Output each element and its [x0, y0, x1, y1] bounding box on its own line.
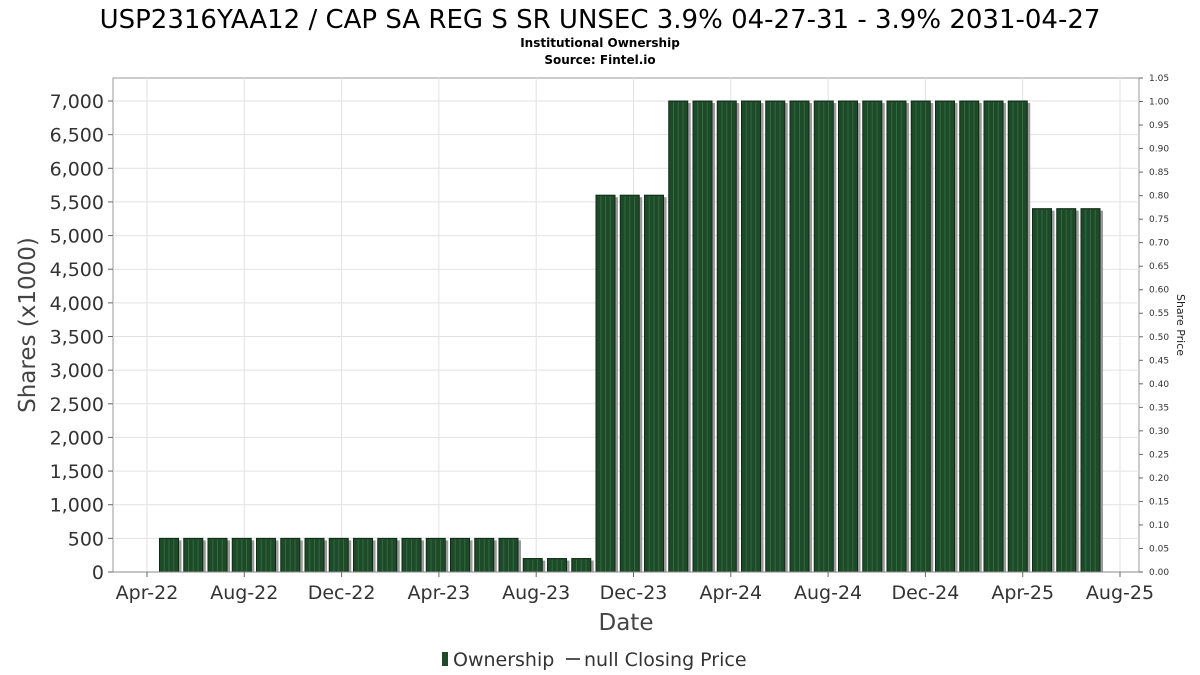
y-tick-label: 500 — [68, 528, 104, 550]
y-right-tick-label: 1.05 — [1149, 74, 1169, 84]
x-tick-label: Dec-23 — [600, 582, 668, 604]
y-right-tick-label: 0.70 — [1149, 239, 1169, 249]
y-right-tick-label: 0.75 — [1149, 215, 1169, 225]
y-right-tick-label: 0.00 — [1149, 568, 1169, 578]
y-right-tick-label: 0.85 — [1149, 168, 1169, 178]
y-right-tick-label: 0.95 — [1149, 121, 1169, 131]
legend: Ownership null Closing Price — [442, 649, 747, 671]
y-tick-label: 4,500 — [50, 259, 104, 281]
y-tick-label: 2,000 — [50, 427, 104, 449]
y-tick-label: 1,000 — [50, 495, 104, 517]
x-tick-label: Aug-24 — [794, 582, 862, 604]
y-right-tick-label: 0.35 — [1149, 403, 1169, 413]
y-right-tick-label: 0.50 — [1149, 333, 1169, 343]
y-tick-label: 5,500 — [50, 192, 104, 214]
x-tick-label: Aug-23 — [502, 582, 570, 604]
x-axis-ticks: Apr-22 Aug-22 Dec-22 Apr-23 Aug-23 Dec-23 Apr-… — [116, 572, 1154, 604]
y-right-tick-label: 1.00 — [1149, 98, 1169, 108]
chart-subtitle: Institutional Ownership — [520, 36, 680, 50]
y-tick-label: 7,000 — [50, 91, 104, 113]
x-tick-label: Apr-25 — [991, 582, 1054, 604]
y-right-tick-label: 0.45 — [1149, 356, 1169, 366]
y-right-tick-label: 0.25 — [1149, 450, 1169, 460]
y-tick-label: 2,500 — [50, 394, 104, 416]
y-axis-label: Shares (x1000) — [15, 237, 41, 413]
chart-source: Source: Fintel.io — [544, 53, 655, 67]
y-right-tick-label: 0.10 — [1149, 521, 1169, 531]
right-axis-ticks: 0.00 0.05 0.10 0.15 0.20 0.25 0.30 0.35 0.40 0.45… — [1139, 74, 1169, 578]
y-tick-label: 6,500 — [50, 125, 104, 147]
y-right-tick-label: 0.90 — [1149, 145, 1169, 155]
x-axis-label: Date — [599, 610, 654, 636]
x-tick-label: Apr-23 — [408, 582, 471, 604]
y-right-tick-label: 0.05 — [1149, 544, 1169, 554]
y-tick-label: 0 — [92, 562, 104, 584]
y-right-tick-label: 0.60 — [1149, 286, 1169, 296]
y-right-tick-label: 0.20 — [1149, 474, 1169, 484]
x-tick-label: Dec-24 — [891, 582, 959, 604]
bars-group — [113, 100, 1139, 573]
x-tick-label: Dec-22 — [308, 582, 376, 604]
chart-title: USP2316YAA12 / CAP SA REG S SR UNSEC 3.9… — [100, 5, 1101, 35]
y-tick-label: 4,000 — [50, 293, 104, 315]
x-tick-label: Apr-24 — [699, 582, 762, 604]
x-tick-label: Apr-22 — [116, 582, 179, 604]
x-tick-label: Aug-25 — [1086, 582, 1154, 604]
y-right-tick-label: 0.40 — [1149, 380, 1169, 390]
y-tick-label: 3,500 — [50, 327, 104, 349]
y-axis-right-label: Share Price — [1174, 294, 1187, 356]
legend-ownership-swatch — [442, 652, 448, 666]
y-tick-label: 3,000 — [50, 360, 104, 382]
y-tick-label: 6,000 — [50, 158, 104, 180]
legend-price-label: null Closing Price — [584, 649, 747, 671]
x-tick-label: Aug-22 — [210, 582, 278, 604]
legend-ownership-label: Ownership — [453, 649, 554, 671]
y-right-tick-label: 0.15 — [1149, 497, 1169, 507]
left-axis-ticks: 0 500 1,000 1,500 2,000 2,500 3,000 3,500 4,000 4… — [50, 91, 113, 584]
y-right-tick-label: 0.65 — [1149, 262, 1169, 272]
y-tick-label: 5,000 — [50, 226, 104, 248]
y-tick-label: 1,500 — [50, 461, 104, 483]
y-right-tick-label: 0.30 — [1149, 427, 1169, 437]
y-right-tick-label: 0.80 — [1149, 192, 1169, 202]
y-right-tick-label: 0.55 — [1149, 309, 1169, 319]
